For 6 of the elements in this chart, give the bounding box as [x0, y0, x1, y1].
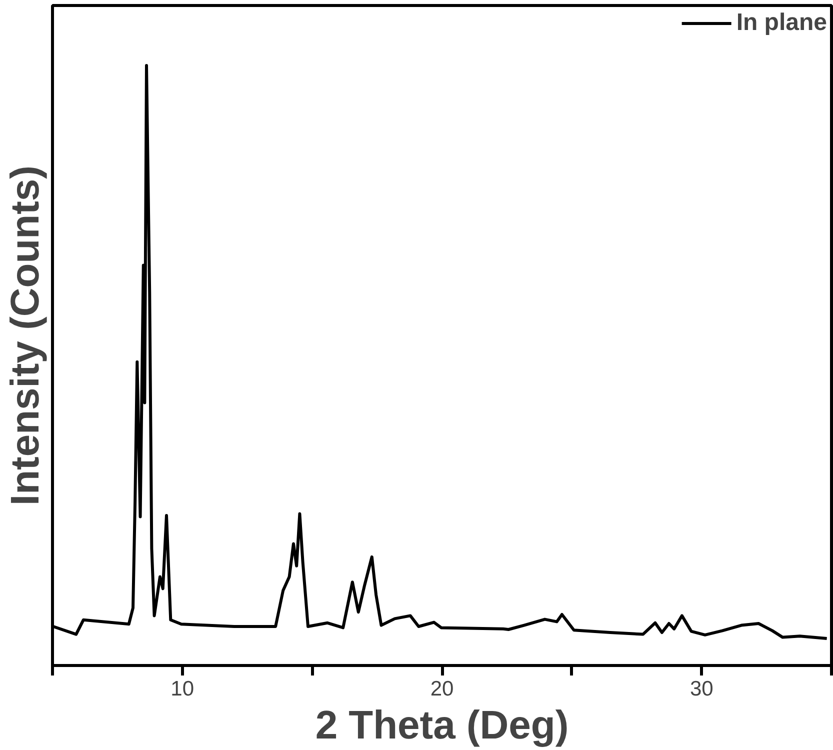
x-tick-label: 20 [430, 678, 454, 700]
x-tick-label: 30 [690, 678, 714, 700]
y-axis-title: Intensity (Counts) [4, 166, 48, 506]
x-tick-label: 10 [170, 678, 194, 700]
legend-label: In plane [736, 9, 827, 37]
x-axis-title: 2 Theta (Deg) [315, 704, 569, 748]
